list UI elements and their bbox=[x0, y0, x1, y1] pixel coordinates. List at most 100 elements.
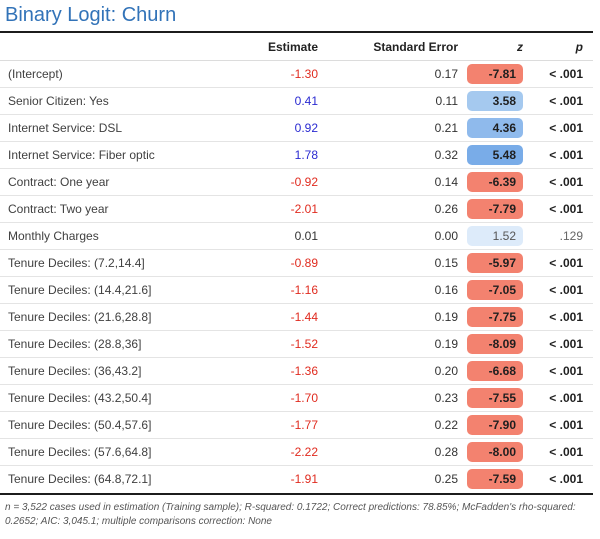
z-cell: -7.90 bbox=[458, 411, 523, 439]
table-row: Tenure Deciles: (50.4,57.6] -1.77 0.22 -7.9… bbox=[0, 411, 593, 439]
footnote: n = 3,522 cases used in estimation (Trai… bbox=[5, 501, 576, 528]
z-badge: -7.59 bbox=[467, 469, 523, 490]
table-row: Contract: One year -0.92 0.14 -6.39 < .001 bbox=[0, 168, 593, 196]
estimate-value: -1.16 bbox=[240, 276, 318, 304]
row-label: Senior Citizen: Yes bbox=[0, 87, 240, 115]
standard-error-value: 0.14 bbox=[318, 168, 458, 196]
table-row: Monthly Charges 0.01 0.00 1.52.129 bbox=[0, 222, 593, 250]
row-label: Tenure Deciles: (14.4,21.6] bbox=[0, 276, 240, 304]
standard-error-value: 0.23 bbox=[318, 384, 458, 412]
table-row: Tenure Deciles: (21.6,28.8] -1.44 0.19 -7.7… bbox=[0, 303, 593, 331]
col-header-standard-error: Standard Error bbox=[318, 33, 458, 61]
standard-error-value: 0.11 bbox=[318, 87, 458, 115]
row-label: Internet Service: DSL bbox=[0, 114, 240, 142]
p-value: < .001 bbox=[523, 276, 593, 304]
estimate-value: -1.30 bbox=[240, 60, 318, 88]
table-row: Tenure Deciles: (64.8,72.1] -1.91 0.25 -7.5… bbox=[0, 466, 593, 493]
table-row: Tenure Deciles: (57.6,64.8] -2.22 0.28 -8.0… bbox=[0, 438, 593, 466]
estimate-value: -2.22 bbox=[240, 438, 318, 466]
estimate-value: 1.78 bbox=[240, 141, 318, 169]
table-row: Contract: Two year -2.01 0.26 -7.79 < .001 bbox=[0, 195, 593, 223]
row-label: (Intercept) bbox=[0, 60, 240, 88]
p-value: < .001 bbox=[523, 384, 593, 412]
p-value: < .001 bbox=[523, 168, 593, 196]
z-cell: -8.00 bbox=[458, 438, 523, 466]
standard-error-value: 0.26 bbox=[318, 195, 458, 223]
p-value: .129 bbox=[523, 222, 593, 250]
estimate-value: -1.70 bbox=[240, 384, 318, 412]
estimate-value: -0.89 bbox=[240, 249, 318, 277]
regression-table: Estimate Standard Error z p (Intercept) -… bbox=[0, 33, 593, 493]
z-badge: -6.68 bbox=[467, 361, 523, 381]
table-bottom-divider bbox=[0, 492, 593, 495]
z-badge: 5.48 bbox=[467, 145, 523, 165]
z-badge: 3.58 bbox=[467, 91, 523, 111]
z-cell: -7.59 bbox=[458, 466, 523, 493]
row-label: Tenure Deciles: (57.6,64.8] bbox=[0, 438, 240, 466]
row-label: Tenure Deciles: (7.2,14.4] bbox=[0, 249, 240, 277]
standard-error-value: 0.15 bbox=[318, 249, 458, 277]
p-value: < .001 bbox=[523, 438, 593, 466]
row-label: Contract: One year bbox=[0, 168, 240, 196]
standard-error-value: 0.19 bbox=[318, 303, 458, 331]
table-row: (Intercept) -1.30 0.17 -7.81 < .001 bbox=[0, 60, 593, 88]
row-label: Tenure Deciles: (43.2,50.4] bbox=[0, 384, 240, 412]
z-cell: -7.75 bbox=[458, 303, 523, 331]
p-value: < .001 bbox=[523, 195, 593, 223]
estimate-value: -1.36 bbox=[240, 357, 318, 385]
p-value: < .001 bbox=[523, 114, 593, 142]
z-badge: -7.75 bbox=[467, 307, 523, 327]
z-badge: -6.39 bbox=[467, 172, 523, 192]
z-badge: -7.79 bbox=[467, 199, 523, 219]
z-badge: -7.81 bbox=[467, 64, 523, 84]
row-label: Tenure Deciles: (64.8,72.1] bbox=[8, 472, 152, 487]
p-value: < .001 bbox=[523, 303, 593, 331]
z-badge: -7.90 bbox=[467, 415, 523, 435]
z-cell: 5.48 bbox=[458, 141, 523, 169]
z-badge: 1.52 bbox=[467, 226, 523, 246]
z-badge: -8.09 bbox=[467, 334, 523, 354]
z-badge: -7.55 bbox=[467, 388, 523, 408]
row-label: Tenure Deciles: (28.8,36] bbox=[0, 330, 240, 358]
table-row: Tenure Deciles: (43.2,50.4] -1.70 0.23 -7.5… bbox=[0, 384, 593, 412]
p-value: < .001 bbox=[523, 357, 593, 385]
z-cell: 1.52 bbox=[458, 222, 523, 250]
col-header-variable bbox=[0, 33, 240, 61]
standard-error-value: 0.22 bbox=[318, 411, 458, 439]
z-cell: -7.55 bbox=[458, 384, 523, 412]
standard-error-value: 0.28 bbox=[318, 438, 458, 466]
table-row: Tenure Deciles: (14.4,21.6] -1.16 0.16 -7.0… bbox=[0, 276, 593, 304]
z-cell: -6.68 bbox=[458, 357, 523, 385]
standard-error-value: 0.25 bbox=[434, 472, 458, 487]
page-title: Binary Logit: Churn bbox=[5, 4, 177, 26]
table-row: Tenure Deciles: (7.2,14.4] -0.89 0.15 -5.97… bbox=[0, 249, 593, 277]
p-value: < .001 bbox=[523, 60, 593, 88]
estimate-value: -0.92 bbox=[240, 168, 318, 196]
table-row: Tenure Deciles: (36,43.2] -1.36 0.20 -6.68 <… bbox=[0, 357, 593, 385]
z-badge: -7.05 bbox=[467, 280, 523, 300]
z-cell: -7.05 bbox=[458, 276, 523, 304]
z-cell: -8.09 bbox=[458, 330, 523, 358]
table-row: Internet Service: DSL 0.92 0.21 4.36 < .001 bbox=[0, 114, 593, 142]
z-badge: -5.97 bbox=[467, 253, 523, 273]
estimate-value: -1.91 bbox=[290, 472, 318, 487]
table-row: Senior Citizen: Yes 0.41 0.11 3.58 < .001 bbox=[0, 87, 593, 115]
p-value: < .001 bbox=[523, 411, 593, 439]
row-label: Internet Service: Fiber optic bbox=[0, 141, 240, 169]
table-header-row: Estimate Standard Error z p bbox=[0, 33, 593, 61]
p-value: < .001 bbox=[523, 249, 593, 277]
z-cell: -6.39 bbox=[458, 168, 523, 196]
row-label: Tenure Deciles: (21.6,28.8] bbox=[0, 303, 240, 331]
standard-error-value: 0.32 bbox=[318, 141, 458, 169]
standard-error-value: 0.19 bbox=[318, 330, 458, 358]
estimate-value: -2.01 bbox=[240, 195, 318, 223]
p-value: < .001 bbox=[523, 330, 593, 358]
estimate-value: -1.44 bbox=[240, 303, 318, 331]
standard-error-value: 0.21 bbox=[318, 114, 458, 142]
z-cell: 4.36 bbox=[458, 114, 523, 142]
table-row: Tenure Deciles: (28.8,36] -1.52 0.19 -8.09 <… bbox=[0, 330, 593, 358]
row-label: Tenure Deciles: (36,43.2] bbox=[0, 357, 240, 385]
estimate-value: -1.52 bbox=[240, 330, 318, 358]
row-label: Tenure Deciles: (50.4,57.6] bbox=[0, 411, 240, 439]
